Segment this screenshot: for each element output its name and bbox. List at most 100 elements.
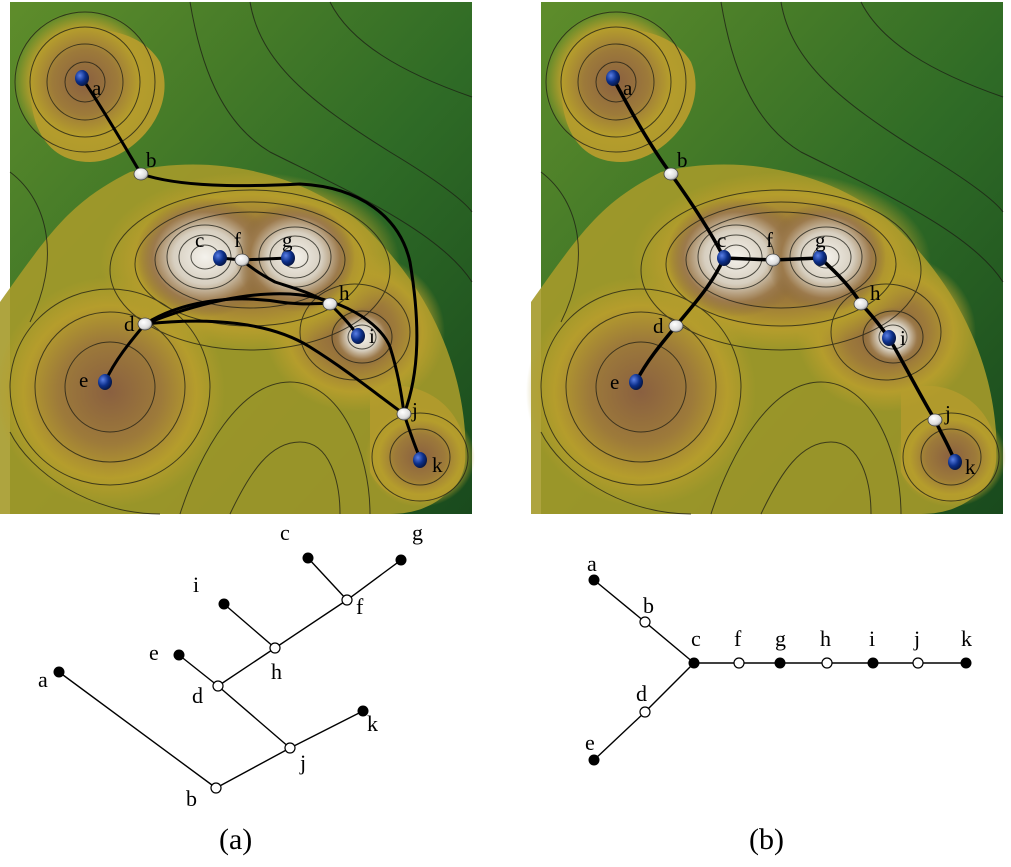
map-a-label-e: e [79, 368, 88, 392]
map-b-label-i: i [900, 326, 906, 350]
tree-b-node-j [912, 657, 924, 669]
contour-tree-a: a b j k d e h i f c g [38, 520, 423, 811]
map-a-label-j: j [411, 398, 418, 422]
map-b-label-e: e [610, 370, 619, 394]
tree-a-edge-f-g [346, 559, 402, 601]
map-b-edge-f-g [771, 256, 822, 262]
tree-b-label-k: k [961, 626, 972, 651]
tree-a-label-b: b [186, 786, 197, 811]
map-a-labels: a b c f g h d i e j k [79, 76, 443, 477]
tree-a-label-h: h [271, 659, 282, 684]
map-a-label-g: g [282, 228, 293, 252]
tree-a-label-g: g [412, 520, 423, 545]
tree-b-edge-d-e [593, 711, 646, 761]
tree-b-label-c: c [691, 626, 701, 651]
tree-a-edge-h-i [223, 603, 276, 649]
map-a-node-b [133, 167, 149, 181]
tree-b-label-a: a [587, 551, 597, 576]
caption-a: (a) [219, 823, 252, 856]
tree-a-label-e: e [149, 640, 159, 665]
map-a-edge-f-g [240, 256, 290, 262]
tree-b-label-f: f [734, 626, 742, 651]
tree-a-edge-j-k [289, 710, 364, 749]
tree-b-label-e: e [585, 730, 595, 755]
tree-b-node-i [867, 657, 879, 669]
tree-b-label-h: h [820, 626, 831, 651]
map-a-label-d: d [124, 312, 135, 336]
tree-a-labels: a b j k d e h i f c g [38, 520, 423, 811]
tree-a-label-i: i [193, 572, 199, 597]
tree-b-node-a [588, 574, 600, 586]
tree-a-label-c: c [280, 520, 290, 545]
tree-a-node-g [395, 554, 407, 566]
map-b-node-k [948, 454, 962, 470]
map-b-node-f [765, 253, 781, 267]
map-b-node-a [606, 70, 620, 86]
map-a-node-k [413, 452, 427, 468]
contour-tree-b: a b c d e f g h i j k [585, 551, 972, 766]
map-a-node-a [75, 70, 89, 86]
tree-b-label-i: i [869, 626, 875, 651]
tree-b-edge-a-b [593, 579, 646, 623]
map-a-node-g [281, 250, 295, 266]
tree-b-edge-c-d [644, 662, 695, 713]
map-a-node-f [234, 253, 250, 267]
map-b-node-c [717, 250, 731, 266]
map-b-node-h [853, 297, 869, 311]
map-a-label-h: h [339, 281, 350, 305]
map-a-node-c [213, 250, 227, 266]
tree-a-node-h [269, 642, 281, 654]
map-b-nodes [606, 70, 962, 470]
map-a-label-b: b [146, 148, 157, 172]
tree-b-node-d [639, 706, 651, 718]
map-a-node-d [137, 317, 153, 331]
map-b-node-d [668, 319, 684, 333]
tree-a-node-c [302, 552, 314, 564]
map-b-node-b [663, 167, 679, 181]
map-b-label-g: g [815, 228, 826, 252]
map-b-edge-a-b [611, 76, 673, 176]
tree-a-label-k: k [367, 711, 378, 736]
tree-a-node-j [284, 742, 296, 754]
tree-a-node-k [357, 705, 369, 717]
map-b-label-b: b [677, 148, 688, 172]
tree-a-node-d [212, 680, 224, 692]
tree-b-node-c [688, 657, 700, 669]
map-a-edge-b-j [139, 172, 419, 416]
map-a-edge-a-b [80, 76, 143, 176]
tree-b-nodes [588, 574, 972, 766]
map-a-label-f: f [234, 228, 241, 252]
tree-a-node-b [210, 782, 222, 794]
tree-a-node-a [53, 666, 65, 678]
map-a-node-h [322, 297, 338, 311]
tree-a-edge-b-j [215, 747, 291, 789]
terrain-map-a: a b c f g h d i e j k [0, 1, 476, 515]
map-b-label-h: h [870, 281, 881, 305]
map-a-label-a: a [92, 76, 102, 100]
map-b-node-i [882, 330, 896, 346]
tree-a-node-i [218, 598, 230, 610]
map-a-edge-h-f [240, 258, 332, 306]
tree-a-edge-d-e [178, 654, 219, 687]
tree-a-node-f [341, 594, 353, 606]
tree-a-edge-h-f [274, 599, 348, 649]
map-b-label-d: d [653, 314, 664, 338]
tree-b-label-b: b [643, 593, 654, 618]
map-b-labels: a b c f g h d i e j k [610, 76, 976, 479]
map-b-label-c: c [717, 228, 726, 252]
map-a-node-i [351, 328, 365, 344]
tree-a-label-a: a [38, 667, 48, 692]
tree-a-edge-a-b [58, 671, 217, 789]
map-a-nodes [75, 70, 427, 468]
tree-b-node-b [639, 616, 651, 628]
tree-b-node-h [821, 657, 833, 669]
map-b-label-a: a [623, 76, 633, 100]
tree-a-nodes [53, 552, 407, 794]
tree-a-edge-j-d [217, 685, 291, 749]
tree-b-node-e [588, 754, 600, 766]
tree-a-label-d: d [192, 683, 203, 708]
tree-b-label-d: d [636, 681, 647, 706]
map-a-node-j [396, 407, 412, 421]
map-b-edge-c-f [722, 256, 775, 262]
